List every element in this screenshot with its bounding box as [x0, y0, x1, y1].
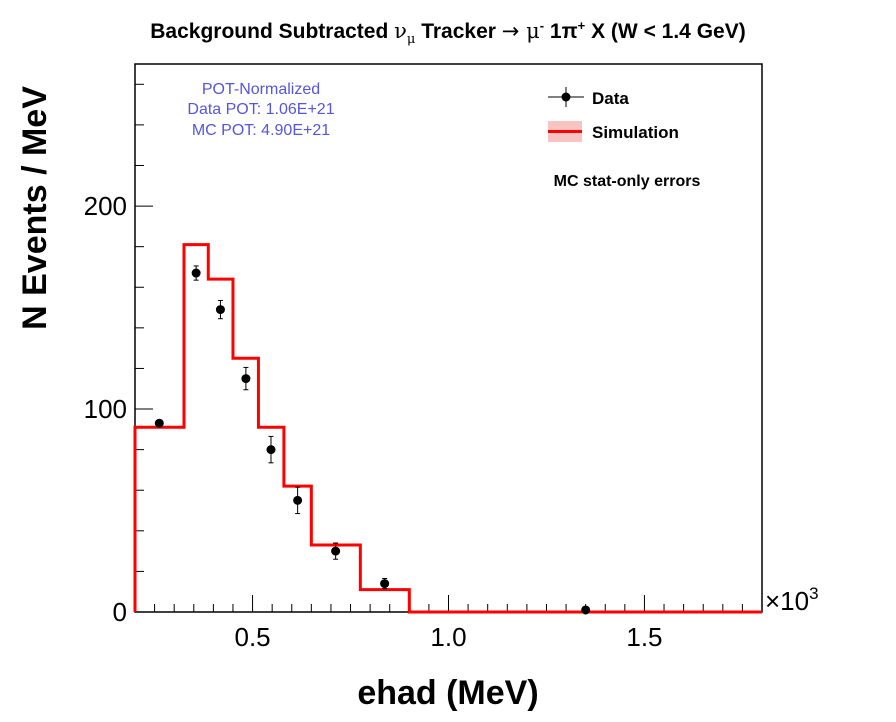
data-pot-text: Data POT: 1.06E+21: [187, 101, 334, 118]
x-tick-label: 0.5: [234, 622, 270, 652]
legend: Data Simulation: [548, 87, 679, 142]
data-point: [331, 542, 341, 560]
legend-simulation-label: Simulation: [592, 123, 679, 142]
y-tick-label: 100: [84, 394, 127, 424]
chart-title: Background Subtracted νμ Tracker → μ- 1π…: [150, 18, 745, 47]
pot-info: POT-Normalized Data POT: 1.06E+21 MC POT…: [187, 81, 334, 139]
y-tick-label: 0: [113, 597, 127, 627]
tick-labels: 0.5 1.0 1.5 0 100 200: [84, 191, 663, 652]
data-point: [266, 435, 276, 464]
plot-frame: [134, 63, 763, 613]
legend-simulation-swatch: [548, 121, 582, 142]
data-point: [380, 578, 390, 590]
y-tick-label: 200: [84, 191, 127, 221]
mc-errors-note: MC stat-only errors: [554, 173, 701, 190]
pot-normalized-text: POT-Normalized: [202, 81, 320, 98]
data-point: [154, 418, 164, 428]
x-tick-label: 1.0: [430, 622, 466, 652]
legend-data-marker: [548, 87, 584, 107]
x-axis-multiplier: ×103: [765, 584, 819, 616]
legend-data-label: Data: [592, 89, 629, 108]
data-point: [215, 299, 225, 320]
axis-ticks: [134, 83, 763, 613]
simulation-histogram: [133, 243, 762, 614]
data-point: [581, 605, 591, 615]
x-tick-label: 1.5: [626, 622, 662, 652]
data-point: [241, 366, 251, 391]
data-point: [293, 486, 303, 515]
data-point: [191, 265, 201, 281]
y-axis-label: N Events / MeV: [16, 86, 54, 330]
x-axis-label: ehad (MeV): [357, 674, 538, 712]
data-points: [154, 265, 591, 615]
mc-pot-text: MC POT: 4.90E+21: [192, 122, 330, 139]
